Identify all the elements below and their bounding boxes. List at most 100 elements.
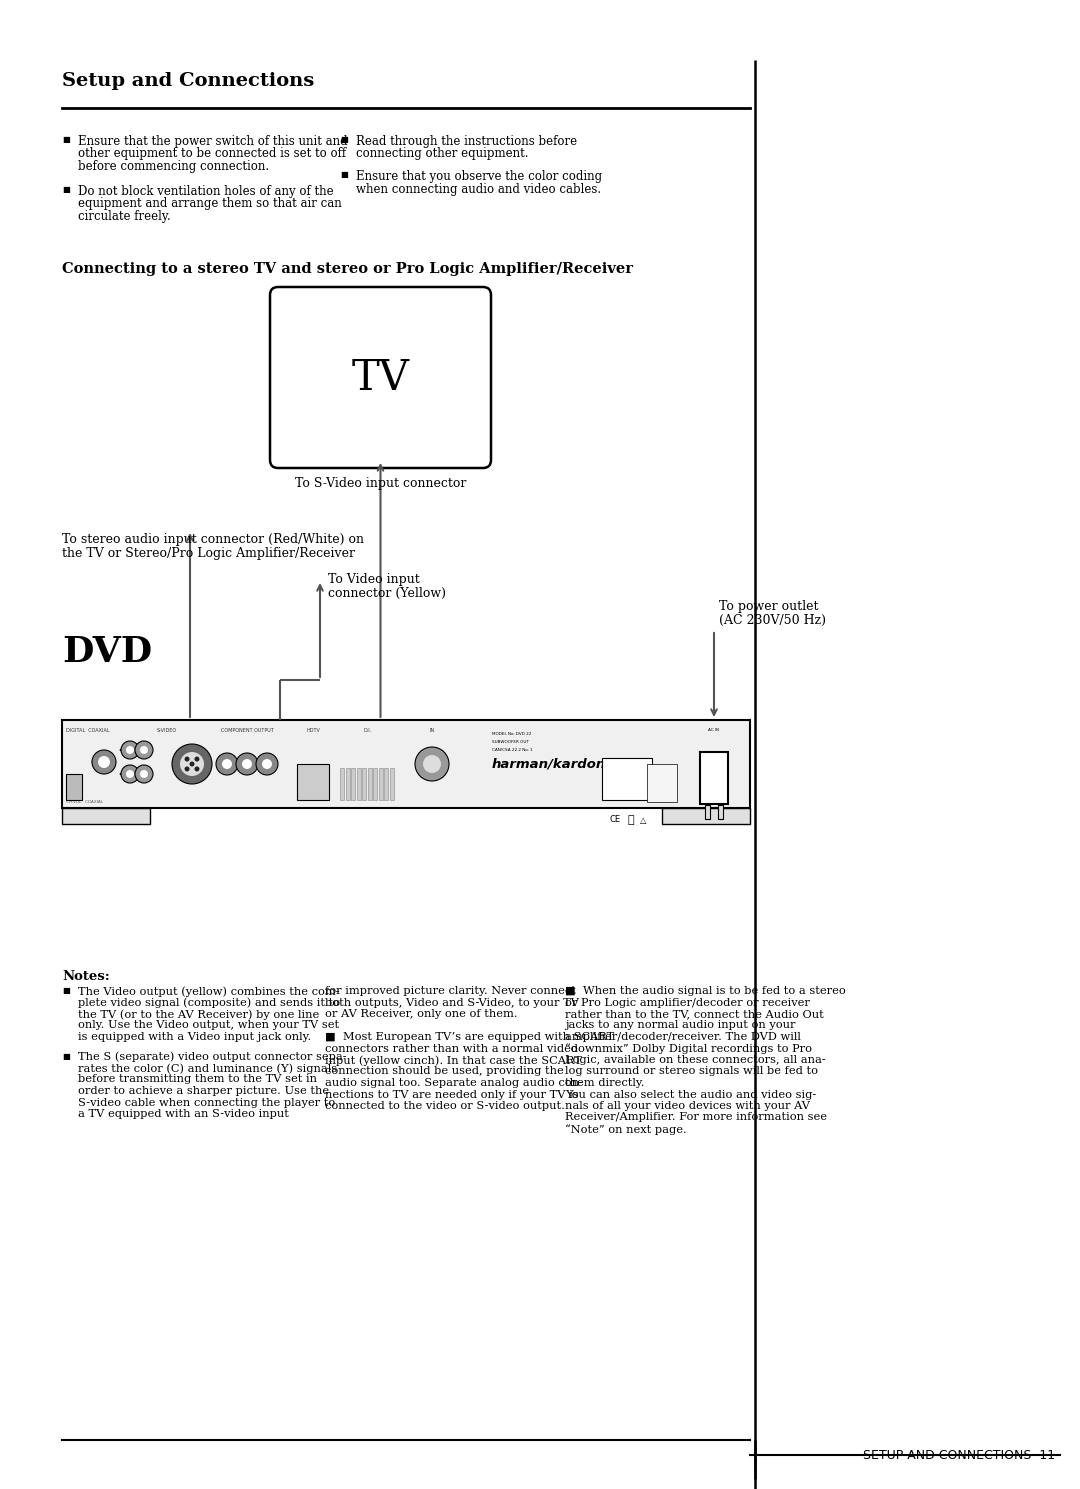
Bar: [718, 806, 723, 819]
Text: amplifier/decoder/receiver. The DVD will: amplifier/decoder/receiver. The DVD will: [565, 1032, 801, 1042]
Text: ■: ■: [340, 170, 348, 179]
Text: Notes:: Notes:: [62, 969, 110, 983]
Text: them directly.: them directly.: [565, 1078, 645, 1088]
Text: jacks to any normal audio input on your: jacks to any normal audio input on your: [565, 1020, 796, 1030]
Text: The S (separate) video output connector sepa-: The S (separate) video output connector …: [78, 1051, 347, 1062]
Text: circulate freely.: circulate freely.: [78, 210, 171, 223]
Text: ■  When the audio signal is to be fed to a stereo: ■ When the audio signal is to be fed to …: [565, 986, 846, 996]
Circle shape: [92, 750, 116, 774]
Text: or AV Receiver, only one of them.: or AV Receiver, only one of them.: [325, 1010, 517, 1018]
Text: The Video output (yellow) combines the com-: The Video output (yellow) combines the c…: [78, 986, 339, 996]
Circle shape: [135, 765, 153, 783]
Text: CAN/CSA 22.2 No. 1: CAN/CSA 22.2 No. 1: [492, 747, 532, 752]
Text: To power outlet: To power outlet: [719, 600, 819, 613]
Text: SETUP AND CONNECTIONS  11: SETUP AND CONNECTIONS 11: [863, 1449, 1055, 1462]
Text: S-video cable when connecting the player to: S-video cable when connecting the player…: [78, 1097, 335, 1108]
Text: both outputs, Video and S-Video, to your TV: both outputs, Video and S-Video, to your…: [325, 998, 579, 1008]
Bar: [367, 768, 372, 800]
Text: ■  Most European TV’s are equipped with SCART: ■ Most European TV’s are equipped with S…: [325, 1032, 615, 1042]
Text: ■: ■: [62, 135, 70, 144]
Circle shape: [98, 756, 110, 768]
Text: only. Use the Video output, when your TV set: only. Use the Video output, when your TV…: [78, 1020, 339, 1030]
Text: other equipment to be connected is set to off: other equipment to be connected is set t…: [78, 147, 346, 161]
Text: Ensure that the power switch of this unit and: Ensure that the power switch of this uni…: [78, 135, 348, 147]
Text: HDTV: HDTV: [306, 728, 320, 733]
Text: input (yellow cinch). In that case the SCART: input (yellow cinch). In that case the S…: [325, 1056, 582, 1066]
Bar: [362, 768, 366, 800]
Bar: [340, 768, 345, 800]
Circle shape: [423, 755, 441, 773]
Text: before transmitting them to the TV set in: before transmitting them to the TV set i…: [78, 1075, 318, 1084]
Text: TV: TV: [352, 356, 409, 399]
Circle shape: [180, 752, 204, 776]
Text: To stereo audio input connector (Red/White) on: To stereo audio input connector (Red/Whi…: [62, 533, 364, 546]
Bar: [700, 752, 728, 804]
Text: DIGITAL  COAXIAL: DIGITAL COAXIAL: [66, 728, 110, 733]
Text: for improved picture clarity. Never connect: for improved picture clarity. Never conn…: [325, 986, 576, 996]
Circle shape: [140, 746, 148, 753]
Circle shape: [140, 770, 148, 777]
Text: “Note” on next page.: “Note” on next page.: [565, 1124, 687, 1135]
Text: CE: CE: [609, 816, 620, 825]
Bar: [602, 758, 652, 800]
Text: order to achieve a sharper picture. Use the: order to achieve a sharper picture. Use …: [78, 1085, 329, 1096]
Circle shape: [121, 742, 139, 759]
Bar: [66, 774, 82, 800]
Bar: [297, 764, 329, 800]
Bar: [378, 768, 382, 800]
Text: ■: ■: [62, 1051, 70, 1060]
Text: when connecting audio and video cables.: when connecting audio and video cables.: [356, 183, 602, 195]
Bar: [373, 768, 377, 800]
Text: nections to TV are needed only if your TV is: nections to TV are needed only if your T…: [325, 1090, 579, 1099]
Text: rates the color (C) and luminance (Y) signals: rates the color (C) and luminance (Y) si…: [78, 1063, 337, 1074]
Text: connectors rather than with a normal video: connectors rather than with a normal vid…: [325, 1044, 578, 1054]
Bar: [384, 768, 388, 800]
Text: Setup and Connections: Setup and Connections: [62, 71, 314, 89]
Text: Ensure that you observe the color coding: Ensure that you observe the color coding: [356, 170, 603, 183]
Text: rather than to the TV, connect the Audio Out: rather than to the TV, connect the Audio…: [565, 1010, 824, 1018]
Text: log surround or stereo signals will be fed to: log surround or stereo signals will be f…: [565, 1066, 818, 1077]
Circle shape: [256, 753, 278, 774]
Text: Logic, available on these connectors, all ana-: Logic, available on these connectors, al…: [565, 1056, 826, 1065]
Text: ■: ■: [340, 135, 348, 144]
Text: harman/kardon: harman/kardon: [492, 758, 606, 770]
Text: COMPONENT OUTPUT: COMPONENT OUTPUT: [220, 728, 273, 733]
Circle shape: [121, 765, 139, 783]
Circle shape: [172, 744, 212, 785]
Bar: [62, 721, 750, 809]
Circle shape: [189, 761, 194, 767]
Text: audio signal too. Separate analog audio con-: audio signal too. Separate analog audio …: [325, 1078, 583, 1088]
Circle shape: [194, 756, 200, 761]
Text: (AC 230V/50 Hz): (AC 230V/50 Hz): [719, 613, 826, 627]
Text: equipment and arrange them so that air can: equipment and arrange them so that air c…: [78, 198, 341, 210]
Text: To S-Video input connector: To S-Video input connector: [295, 476, 467, 490]
Text: a TV equipped with an S-video input: a TV equipped with an S-video input: [78, 1109, 288, 1120]
Text: ■: ■: [62, 185, 70, 194]
Bar: [62, 809, 150, 823]
Circle shape: [415, 747, 449, 782]
FancyBboxPatch shape: [270, 287, 491, 468]
Circle shape: [242, 759, 252, 768]
Bar: [647, 764, 677, 803]
Text: “downmix” Dolby Digital recordings to Pro: “downmix” Dolby Digital recordings to Pr…: [565, 1044, 812, 1054]
Text: S-VIDEO: S-VIDEO: [157, 728, 177, 733]
Circle shape: [194, 767, 200, 771]
Circle shape: [185, 767, 190, 771]
Circle shape: [237, 753, 258, 774]
Text: before commencing connection.: before commencing connection.: [78, 159, 269, 173]
Bar: [351, 768, 355, 800]
Text: plete video signal (composite) and sends it to: plete video signal (composite) and sends…: [78, 998, 340, 1008]
Text: D.I.: D.I.: [364, 728, 373, 733]
Bar: [705, 806, 710, 819]
Text: AC IN: AC IN: [708, 728, 719, 733]
Text: You can also select the audio and video sig-: You can also select the audio and video …: [565, 1090, 816, 1099]
Text: To Video input: To Video input: [328, 573, 420, 587]
Text: MODEL No. DVD 22: MODEL No. DVD 22: [492, 733, 531, 736]
Text: Connecting to a stereo TV and stereo or Pro Logic Amplifier/Receiver: Connecting to a stereo TV and stereo or …: [62, 262, 633, 275]
Bar: [390, 768, 393, 800]
Circle shape: [126, 770, 134, 777]
Bar: [662, 809, 750, 823]
Circle shape: [216, 753, 238, 774]
Circle shape: [126, 746, 134, 753]
Text: or Pro Logic amplifier/decoder or receiver: or Pro Logic amplifier/decoder or receiv…: [565, 998, 810, 1008]
